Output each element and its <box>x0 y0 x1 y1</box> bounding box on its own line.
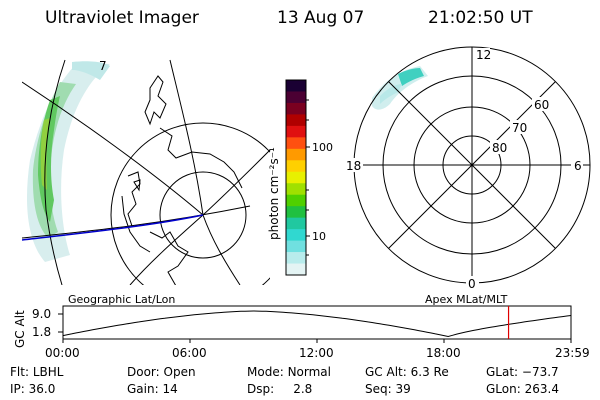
colorbar-cell <box>286 160 306 173</box>
colorbar-tick-100: 100 <box>312 141 333 154</box>
mlat-label-60: 60 <box>534 98 549 112</box>
colorbar-cell <box>286 80 306 92</box>
info-glon: GLon: 263.4 <box>486 382 559 396</box>
xtick-0600: 06:00 <box>172 346 207 360</box>
xtick-1800: 18:00 <box>426 346 461 360</box>
info-gain: Gain: 14 <box>127 382 178 396</box>
colorbar-cell <box>286 217 306 230</box>
mlt-label-6: 6 <box>574 159 582 173</box>
colorbar-cell <box>286 252 306 265</box>
mlat-label-80: 80 <box>492 141 507 155</box>
info-glat: GLat: −73.7 <box>486 365 559 379</box>
colorbar-cell <box>286 229 306 242</box>
colorbar-tick-10: 10 <box>312 230 326 243</box>
colorbar-cell <box>286 125 306 138</box>
info-flt: Flt: LBHL <box>10 365 64 379</box>
right-map-label: Apex MLat/MLT <box>425 293 508 306</box>
alt-tick-9: 9.0 <box>32 307 51 321</box>
colorbar-cell <box>286 183 306 196</box>
info-door: Door: Open <box>127 365 196 379</box>
alt-tick-1-8: 1.8 <box>32 325 51 339</box>
info-seq: Seq: 39 <box>365 382 411 396</box>
xtick-1200: 12:00 <box>299 346 334 360</box>
info-mode: Mode: Normal <box>247 365 331 379</box>
colorbar-cell <box>286 148 306 161</box>
info-gc-alt: GC Alt: 6.3 Re <box>365 365 449 379</box>
left-map-label: Geographic Lat/Lon <box>68 293 176 306</box>
info-dsp: Dsp: 2.8 <box>247 382 313 396</box>
mlt-label-18: 18 <box>346 159 361 173</box>
date-label: 13 Aug 07 <box>277 8 365 28</box>
mlt-label-12: 12 <box>476 48 491 62</box>
time-label: 21:02:50 UT <box>428 8 533 28</box>
colorbar-cell <box>286 263 306 276</box>
alt-ylabel: GC Alt <box>13 310 27 348</box>
colorbar-cell <box>286 114 306 127</box>
colorbar-cell <box>286 194 306 207</box>
mlat-label-70: 70 <box>512 121 527 135</box>
colorbar-cell <box>286 171 306 184</box>
colorbar-cell <box>286 137 306 150</box>
instrument-title: Ultraviolet Imager <box>45 8 199 28</box>
colorbar-cell <box>286 102 306 115</box>
xtick-0000: 00:00 <box>45 346 80 360</box>
colorbar-cell <box>286 240 306 253</box>
map-corner-label: 7 <box>99 59 107 73</box>
xtick-2359: 23:59 <box>555 346 590 360</box>
colorbar-unit-label: photon cm⁻²s⁻¹ <box>267 147 281 240</box>
info-ip: IP: 36.0 <box>10 382 56 396</box>
colorbar-cell <box>286 206 306 219</box>
colorbar-cell <box>286 91 306 104</box>
aurora-swath-left <box>26 61 110 262</box>
mlt-label-0: 0 <box>468 277 476 291</box>
